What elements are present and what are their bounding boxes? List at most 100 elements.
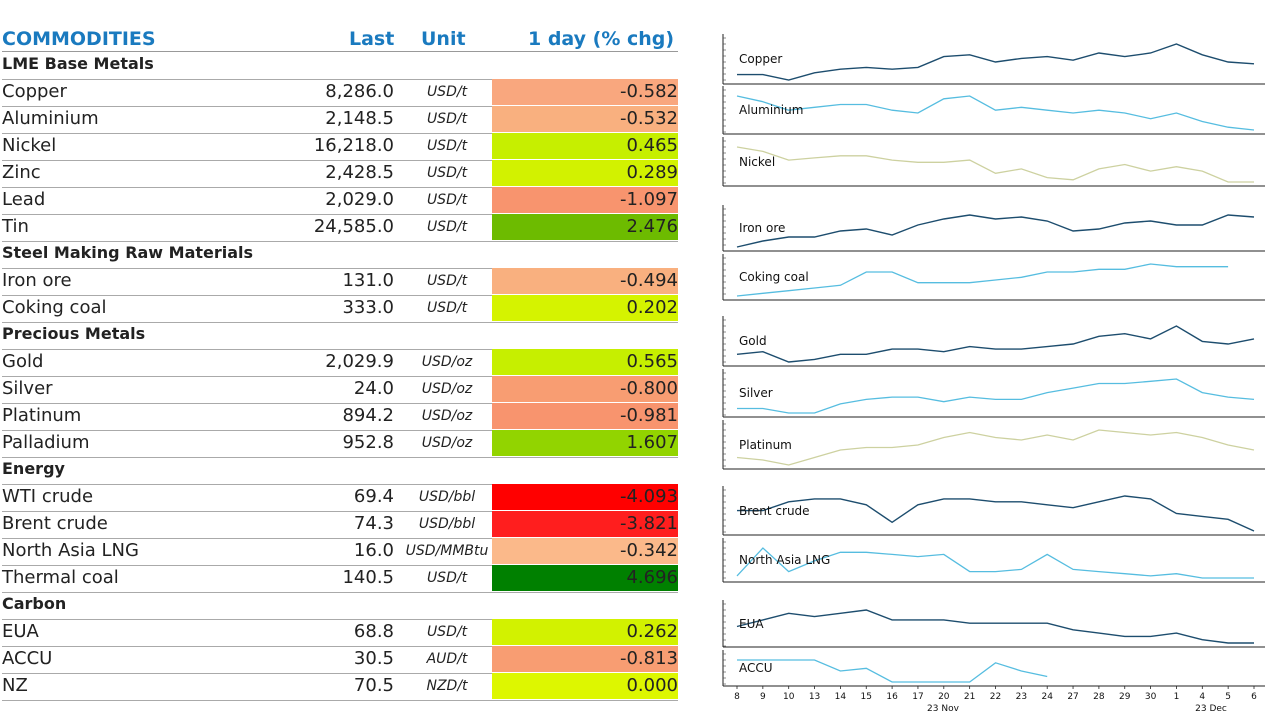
unit: USD/oz xyxy=(421,381,473,397)
x-tick-label: 8 xyxy=(734,692,740,702)
commodity-name: Zinc xyxy=(2,162,41,183)
unit: USD/t xyxy=(426,219,468,235)
section-title: Carbon xyxy=(2,594,67,613)
series-label: ACCU xyxy=(739,661,773,675)
daily-change-cell: 1.607 xyxy=(492,430,678,456)
daily-change-cell: -3.821 xyxy=(492,511,678,537)
column-header-last[interactable]: Last xyxy=(349,28,395,50)
section-header: Steel Making Raw Materials xyxy=(2,241,678,269)
x-group-label: 23 Nov xyxy=(927,704,960,714)
daily-change-cell: -1.097 xyxy=(492,187,678,213)
table-row[interactable]: Nickel 16,218.0 USD/t 0.465 xyxy=(2,133,678,161)
commodity-name: Iron ore xyxy=(2,270,72,291)
table-row[interactable]: North Asia LNG 16.0 USD/MMBtu -0.342 xyxy=(2,538,678,566)
series-label: EUA xyxy=(739,617,764,631)
x-tick-label: 21 xyxy=(964,692,975,702)
daily-change-cell: -0.800 xyxy=(492,376,678,402)
table-row[interactable]: Palladium 952.8 USD/oz 1.607 xyxy=(2,430,678,458)
table-row[interactable]: Lead 2,029.0 USD/t -1.097 xyxy=(2,187,678,215)
last-price: 30.5 xyxy=(353,648,394,669)
table-row[interactable]: EUA 68.8 USD/t 0.262 xyxy=(2,619,678,647)
series-line-nickel xyxy=(736,146,1254,183)
commodity-name: Coking coal xyxy=(2,297,107,318)
unit: USD/t xyxy=(426,138,468,154)
commodity-name: EUA xyxy=(2,621,39,642)
last-price: 952.8 xyxy=(342,432,394,453)
daily-change-cell: -4.093 xyxy=(492,484,678,510)
daily-change-cell: -0.981 xyxy=(492,403,678,429)
last-price: 2,029.9 xyxy=(325,351,394,372)
table-row[interactable]: Iron ore 131.0 USD/t -0.494 xyxy=(2,268,678,296)
unit: USD/oz xyxy=(421,354,473,370)
last-price: 16,218.0 xyxy=(313,135,394,156)
commodity-name: Aluminium xyxy=(2,108,99,129)
table-row[interactable]: Copper 8,286.0 USD/t -0.582 xyxy=(2,79,678,107)
commodity-name: Gold xyxy=(2,351,44,372)
commodity-name: Tin xyxy=(2,216,29,237)
x-tick-label: 23 xyxy=(1016,692,1027,702)
table-row[interactable]: Thermal coal 140.5 USD/t 4.696 xyxy=(2,565,678,593)
column-header-1day-chg[interactable]: 1 day (% chg) xyxy=(528,28,675,50)
unit: AUD/t xyxy=(426,651,468,667)
x-tick-label: 15 xyxy=(861,692,872,702)
series-line-accu xyxy=(737,659,1048,683)
x-tick-label: 5 xyxy=(1225,692,1231,702)
table-row[interactable]: WTI crude 69.4 USD/bbl -4.093 xyxy=(2,484,678,512)
last-price: 16.0 xyxy=(353,540,394,561)
table-row[interactable]: NZ 70.5 NZD/t 0.000 xyxy=(2,673,678,701)
section-header: LME Base Metals xyxy=(2,52,678,80)
table-row[interactable]: Tin 24,585.0 USD/t 2.476 xyxy=(2,214,678,242)
table-row[interactable]: Zinc 2,428.5 USD/t 0.289 xyxy=(2,160,678,188)
series-label: Aluminium xyxy=(739,103,803,117)
daily-change-cell: 0.262 xyxy=(492,619,678,645)
commodity-name: Palladium xyxy=(2,432,90,453)
daily-change-cell: 0.289 xyxy=(492,160,678,186)
commodity-name: Brent crude xyxy=(2,513,108,534)
daily-change-cell: 2.476 xyxy=(492,214,678,240)
table-row[interactable]: Silver 24.0 USD/oz -0.800 xyxy=(2,376,678,404)
section-header: Precious Metals xyxy=(2,322,678,350)
x-tick-label: 10 xyxy=(783,692,795,702)
daily-change-cell: -0.494 xyxy=(492,268,678,294)
table-title: COMMODITIES xyxy=(2,28,156,50)
unit: NZD/t xyxy=(426,678,468,694)
series-label: Gold xyxy=(739,334,767,348)
commodity-name: Thermal coal xyxy=(2,567,119,588)
commodity-name: Nickel xyxy=(2,135,57,156)
table-row[interactable]: ACCU 30.5 AUD/t -0.813 xyxy=(2,646,678,674)
commodity-name: NZ xyxy=(2,675,28,696)
unit: USD/t xyxy=(426,165,468,181)
x-tick-label: 24 xyxy=(1041,692,1053,702)
last-price: 2,428.5 xyxy=(325,162,394,183)
x-tick-label: 27 xyxy=(1067,692,1078,702)
last-price: 2,148.5 xyxy=(325,108,394,129)
last-price: 140.5 xyxy=(342,567,394,588)
table-row[interactable]: Gold 2,029.9 USD/oz 0.565 xyxy=(2,349,678,377)
daily-change-cell: -0.813 xyxy=(492,646,678,672)
commodity-name: North Asia LNG xyxy=(2,540,139,561)
series-label: Copper xyxy=(739,52,782,66)
series-line-gold xyxy=(736,325,1255,363)
x-tick-label: 4 xyxy=(1199,692,1205,702)
table-row[interactable]: Coking coal 333.0 USD/t 0.202 xyxy=(2,295,678,323)
daily-change-cell: 0.465 xyxy=(492,133,678,159)
x-tick-label: 1 xyxy=(1174,692,1180,702)
header-divider xyxy=(2,51,678,52)
daily-change-cell: 0.000 xyxy=(492,673,678,699)
table-row[interactable]: Brent crude 74.3 USD/bbl -3.821 xyxy=(2,511,678,539)
unit: USD/MMBtu xyxy=(405,543,489,559)
series-line-eua xyxy=(736,609,1254,644)
x-tick-label: 28 xyxy=(1093,692,1105,702)
unit: USD/bbl xyxy=(418,489,476,505)
table-row[interactable]: Aluminium 2,148.5 USD/t -0.532 xyxy=(2,106,678,134)
series-line-aluminium xyxy=(736,95,1255,131)
x-tick-label: 20 xyxy=(938,692,950,702)
section-title: Precious Metals xyxy=(2,324,146,343)
last-price: 894.2 xyxy=(342,405,394,426)
x-tick-label: 30 xyxy=(1145,692,1157,702)
daily-change-cell: -0.582 xyxy=(492,79,678,105)
x-tick-label: 13 xyxy=(809,692,820,702)
section-title: LME Base Metals xyxy=(2,54,154,73)
table-row[interactable]: Platinum 894.2 USD/oz -0.981 xyxy=(2,403,678,431)
column-header-unit[interactable]: Unit xyxy=(421,28,466,50)
